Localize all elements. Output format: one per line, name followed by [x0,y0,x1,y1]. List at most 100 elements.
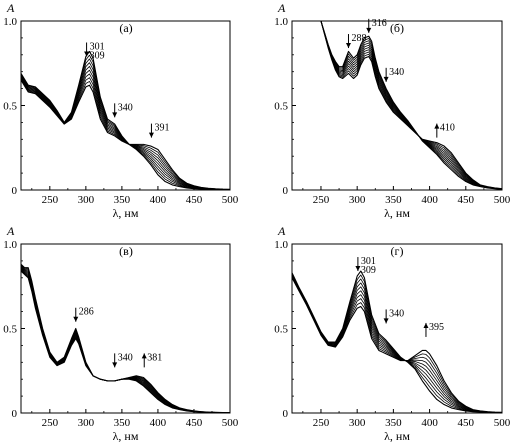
spectrum-curve [20,79,231,190]
x-tick-label: 250 [313,194,330,206]
spectrum-curve [291,274,503,413]
y-tick-label: 0.5 [274,324,288,336]
spectrum-curve [291,276,503,413]
annotation-label: 288 [351,33,366,44]
spectrum-curve [20,73,231,190]
spectra-group [320,20,503,190]
spectra-group [20,263,231,414]
x-tick-label: 450 [186,417,203,429]
spectrum-curve [20,50,230,191]
y-tick-label: 0 [283,408,289,420]
spectrum-curve [20,77,231,190]
plot-frame [291,243,503,414]
annotation-label: 301 [361,256,376,267]
x-tick-label: 450 [186,194,203,206]
x-tick-label: 300 [78,194,95,206]
spectrum-curve [20,266,231,414]
annotation-arrowhead [141,353,147,359]
chart-panel-1: 0 0.5 1.0 250 300 350 400 450 500 Aλ, нм (а) 301309… [3,1,239,220]
annotation-label: 301 [90,41,105,52]
annotation-arrowhead [148,132,154,138]
spectrum-curve [20,79,231,190]
chart-panel-2: 0 0.5 1.0 250 300 350 400 450 500 Aλ, нм (б) 288 316… [274,1,511,220]
annotation-arrowhead [423,322,429,328]
x-tick-label: 350 [385,417,402,429]
spectrum-curve [291,275,503,413]
spectra-group [291,270,503,414]
annotation-arrowhead [112,362,118,368]
x-tick-label: 400 [421,417,438,429]
annotation-label: 340 [389,308,404,319]
spectrum-curve [20,58,231,190]
spectrum-curve [20,269,231,414]
spectrum-curve [320,20,503,190]
annotation-label: 340 [118,102,133,113]
annotation-arrowhead [84,51,90,57]
x-axis-title: λ, нм [384,429,410,443]
annotation-arrowhead [345,43,351,49]
spectrum-curve [20,270,231,414]
x-tick-label: 450 [458,194,475,206]
x-axis-title: λ, нм [384,206,410,220]
panel-label: (б) [390,21,404,35]
y-tick-label: 1.0 [274,16,288,28]
x-tick-label: 350 [114,417,131,429]
chart-panel-3: 0 0.5 1.0 250 300 350 400 450 500 Aλ, нм (в) 286 340… [3,224,239,443]
x-tick-label: 500 [222,417,239,429]
x-tick-label: 300 [349,194,366,206]
annotation-arrowhead [383,76,389,82]
spectra-group [20,50,231,191]
spectrum-curve [291,270,502,414]
spectrum-curve [320,20,503,190]
spectrum-curve [20,268,231,414]
x-tick-label: 400 [150,417,167,429]
x-tick-label: 250 [42,417,59,429]
x-tick-label: 250 [42,194,59,206]
y-tick-label: 0.5 [274,101,288,113]
x-tick-label: 300 [349,417,366,429]
panel-label: (в) [119,244,133,258]
x-tick-label: 500 [494,194,511,206]
y-tick-label: 0 [12,408,18,420]
y-tick-label: 0.5 [3,324,17,336]
spectrum-curve [291,277,503,413]
annotation-label: 340 [118,352,133,363]
spectrum-curve [291,273,503,413]
annotation-arrowhead [383,318,389,324]
y-tick-label: 0 [12,185,18,197]
spectrum-curve [320,20,503,190]
x-tick-label: 250 [313,417,330,429]
spectrum-curve [291,274,503,413]
plot-frame [20,243,231,414]
plot-frame [291,20,503,191]
spectrum-curve [20,264,231,414]
spectrum-curve [20,66,231,190]
x-axis-title: λ, нм [113,429,139,443]
x-tick-label: 400 [421,194,438,206]
annotation-label: 316 [372,18,387,29]
y-tick-label: 1.0 [3,16,17,28]
x-tick-label: 300 [78,417,95,429]
y-tick-label: 0.5 [3,101,17,113]
spectrum-curve [320,20,503,190]
spectrum-curve [20,69,231,190]
spectrum-curve [291,275,503,413]
x-tick-label: 350 [114,194,131,206]
annotation-label: 309 [90,50,105,61]
y-tick-label: 1.0 [3,239,17,251]
annotation-arrowhead [434,123,440,129]
spectrum-curve [320,20,503,190]
spectrum-curve [320,20,503,190]
y-axis-title: A [6,224,15,238]
x-tick-label: 400 [150,194,167,206]
y-axis-title: A [277,224,286,238]
spectrum-curve [20,269,231,414]
annotation-arrowhead [366,27,372,33]
annotation-arrowhead [112,112,118,118]
spectrum-curve [320,20,503,190]
spectrum-curve [291,273,503,413]
spectrum-curve [20,263,231,414]
y-axis-title: A [277,1,286,15]
y-tick-label: 0 [283,185,289,197]
x-tick-label: 350 [385,194,402,206]
